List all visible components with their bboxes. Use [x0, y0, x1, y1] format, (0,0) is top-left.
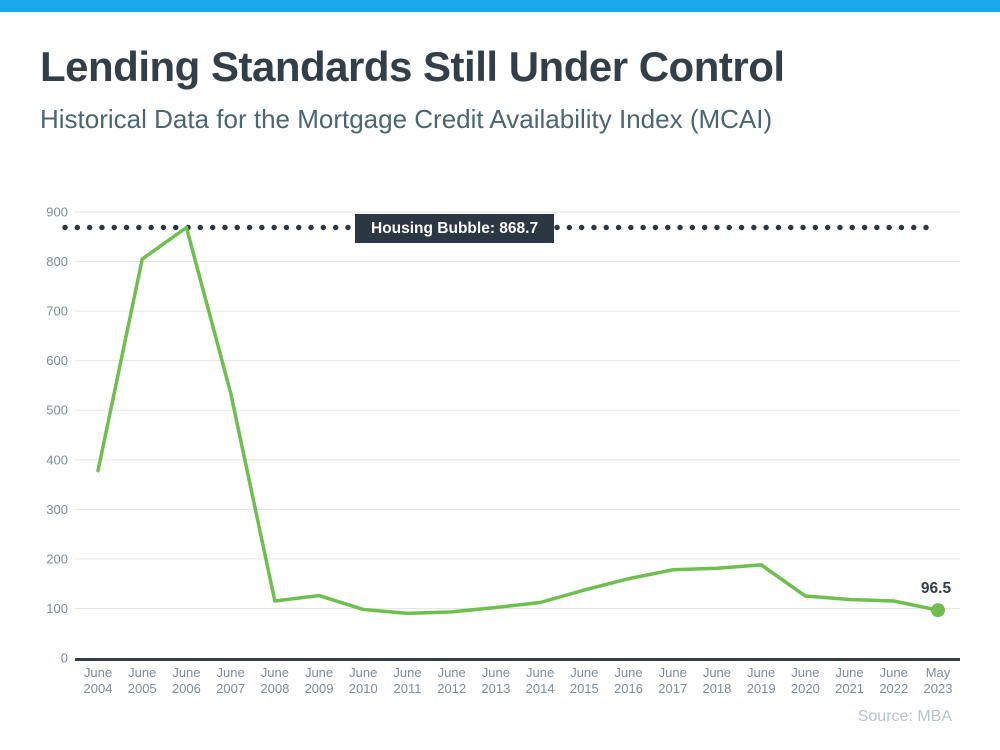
source-label: Source: MBA	[857, 708, 952, 725]
x-axis-label: June 2021	[835, 665, 864, 696]
current-value-marker	[930, 603, 945, 618]
y-axis-label: 800	[46, 254, 68, 269]
y-axis-label: 200	[46, 551, 68, 566]
x-axis-label: June 2004	[84, 665, 113, 696]
page-title: Lending Standards Still Under Control	[40, 43, 785, 90]
x-axis-label: June 2017	[658, 665, 687, 696]
x-axis-label: June 2006	[172, 665, 201, 696]
x-axis-label: June 2010	[349, 665, 378, 696]
housing-bubble-annotation: Housing Bubble: 868.7	[355, 214, 555, 243]
x-axis-label: June 2008	[260, 665, 289, 696]
x-axis-label: June 2014	[526, 665, 555, 696]
y-axis-label: 500	[46, 403, 68, 418]
y-axis-label: 0	[61, 651, 68, 666]
x-axis-label: June 2009	[305, 665, 334, 696]
x-axis-label: June 2018	[702, 665, 731, 696]
x-axis-label: June 2022	[879, 665, 908, 696]
x-axis-label: May 2023	[924, 665, 953, 696]
y-axis-label: 600	[46, 353, 68, 368]
y-axis-label: 700	[46, 304, 68, 319]
current-value-label: 96.5	[921, 580, 952, 597]
x-axis-label: June 2020	[791, 665, 820, 696]
x-axis-label: June 2015	[570, 665, 599, 696]
x-axis-label: June 2016	[614, 665, 643, 696]
mcai-chart: 0 100 200 300 400 500 600 700 800 900 June 2004 June…	[0, 190, 1000, 730]
x-axis-label: June 2019	[747, 665, 776, 696]
y-axis-label: 900	[46, 205, 68, 220]
y-axis-label: 300	[46, 502, 68, 517]
x-axis-label: June 2011	[393, 665, 421, 696]
page-subtitle: Historical Data for the Mortgage Credit …	[40, 104, 773, 135]
header: Lending Standards Still Under Control Hi…	[40, 43, 960, 135]
mcai-line-chart: 0 100 200 300 400 500 600 700 800 900 June 2004 June…	[46, 205, 960, 696]
x-axis-label: June 2013	[481, 665, 510, 696]
mcai-series-line	[96, 225, 940, 616]
x-axis-label: June 2012	[437, 665, 466, 696]
x-axis-label: June 2005	[128, 665, 157, 696]
x-axis-label: June 2007	[216, 665, 245, 696]
y-axis-label: 400	[46, 452, 68, 467]
y-axis-label: 100	[46, 601, 68, 616]
top-accent-bar	[0, 0, 1000, 12]
